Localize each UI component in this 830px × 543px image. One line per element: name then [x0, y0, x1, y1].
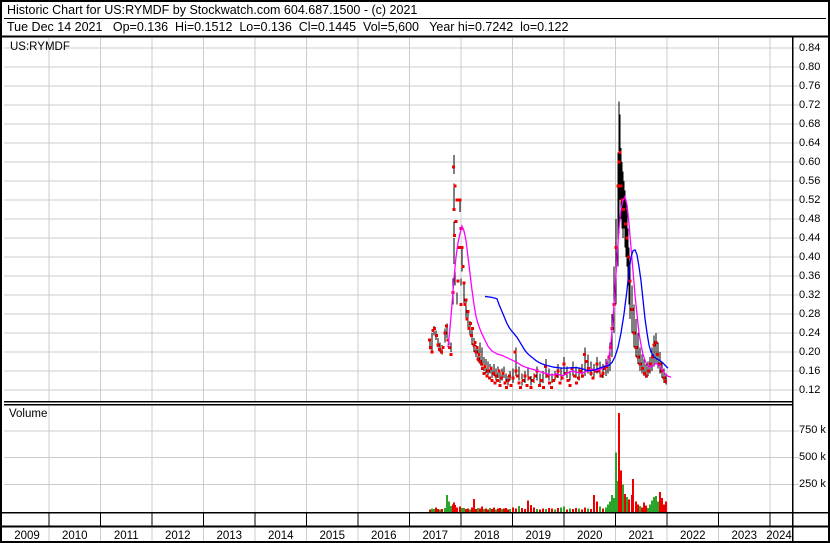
year-tick-label: 2013: [216, 530, 243, 542]
symbol-label: US:RYMDF: [10, 41, 70, 53]
volume-tick-label: 250 k: [799, 477, 826, 490]
year-tick-label: 2022: [679, 530, 706, 542]
quote-info-line: Tue Dec 14 2021 Op=0.136 Hi=0.1512 Lo=0.…: [4, 19, 826, 35]
price-tick-label: 0.72: [799, 98, 821, 111]
year-tick-label: 2009: [14, 530, 40, 542]
price-tick-label: 0.24: [799, 326, 821, 339]
year-tick-label: 2018: [473, 530, 500, 542]
year-tick-label: 2016: [370, 530, 397, 542]
price-tick-label: 0.16: [799, 364, 821, 377]
price-tick-label: 0.28: [799, 307, 821, 320]
year-tick-label: 2020: [576, 530, 603, 542]
price-tick-label: 0.60: [799, 155, 821, 168]
year-tick-label: 2010: [61, 530, 88, 542]
year-tick-label: 2015: [319, 530, 346, 542]
price-tick-label: 0.68: [799, 117, 821, 130]
price-tick-label: 0.64: [799, 136, 821, 149]
price-tick-label: 0.84: [799, 41, 821, 54]
price-tick-label: 0.20: [799, 345, 821, 358]
year-tick-label: 2019: [525, 530, 552, 542]
year-tick-label: 2023: [731, 530, 758, 542]
price-tick-label: 0.40: [799, 250, 821, 263]
price-tick-label: 0.36: [799, 269, 821, 282]
price-tick-label: 0.32: [799, 288, 821, 301]
price-tick-label: 0.76: [799, 79, 821, 92]
price-tick-label: 0.56: [799, 174, 821, 187]
chart-title-line: Historic Chart for US:RYMDF by Stockwatc…: [4, 3, 826, 19]
price-tick-label: 0.44: [799, 231, 821, 244]
year-tick-label: 2011: [113, 530, 139, 542]
year-tick-label: 2014: [267, 530, 294, 542]
year-tick-label: 2021: [628, 530, 655, 542]
price-tick-label: 0.48: [799, 212, 821, 225]
volume-tick-label: 500 k: [799, 451, 826, 464]
year-tick-label: 2024: [766, 530, 792, 542]
year-tick-label: 2017: [422, 530, 449, 542]
price-tick-label: 0.12: [799, 383, 821, 396]
volume-tick-label: 750 k: [799, 424, 826, 437]
price-tick-label: 0.80: [799, 60, 821, 73]
volume-panel-label: Volume: [9, 408, 48, 420]
price-tick-label: 0.52: [799, 193, 821, 206]
year-tick-label: 2012: [164, 530, 191, 542]
